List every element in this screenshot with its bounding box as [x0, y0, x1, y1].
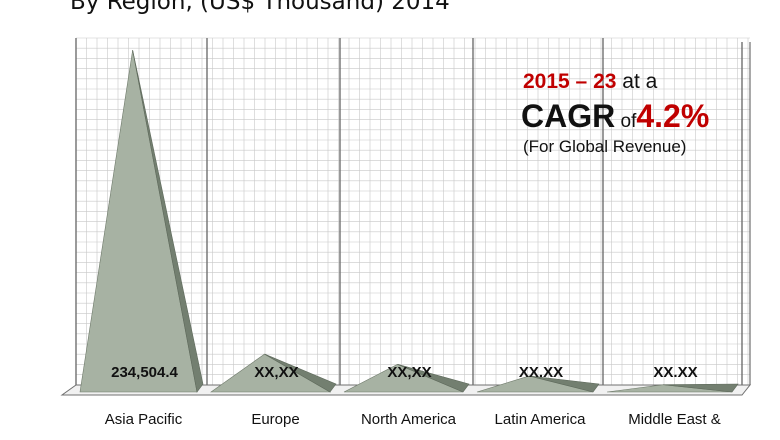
callout-of: of: [620, 111, 637, 132]
data-label: 234,504.4: [111, 364, 178, 381]
data-label: XX.XX: [519, 364, 563, 381]
category-label: Asia Pacific: [105, 411, 183, 428]
category-label: Latin America: [495, 411, 587, 428]
chart-title: By Region, (US$ Thousand) 2014: [70, 0, 450, 15]
pyramid-bar-side: [264, 353, 337, 393]
category-label: Europe: [251, 411, 299, 428]
category-label: North America: [361, 411, 457, 428]
callout-years: 2015 – 23: [523, 70, 617, 93]
callout-cagr: CAGR: [521, 98, 616, 134]
data-label: XX,XX: [254, 364, 298, 381]
callout-cagr-line: CAGR of4.2%: [521, 98, 709, 135]
pyramid-bar-side: [397, 364, 470, 393]
callout-rate: 4.2%: [636, 98, 710, 134]
pyramid-bar-side: [132, 49, 204, 393]
data-label: XX,XX: [387, 364, 431, 381]
data-label: XX.XX: [653, 364, 697, 381]
pyramid-bar-side: [663, 383, 739, 393]
category-labels: Asia Pacific Europe North America Latin Ame…: [105, 411, 721, 428]
callout-at-a: at a: [622, 70, 658, 93]
category-label: Middle East &: [628, 411, 721, 428]
chart-bars: [79, 49, 739, 393]
callout-years-line: 2015 – 23 at a: [523, 70, 657, 94]
data-labels: 234,504.4 XX,XX XX,XX XX.XX XX.XX: [111, 364, 697, 381]
callout-note: (For Global Revenue): [523, 137, 687, 156]
pyramid-bar-side: [529, 375, 600, 393]
